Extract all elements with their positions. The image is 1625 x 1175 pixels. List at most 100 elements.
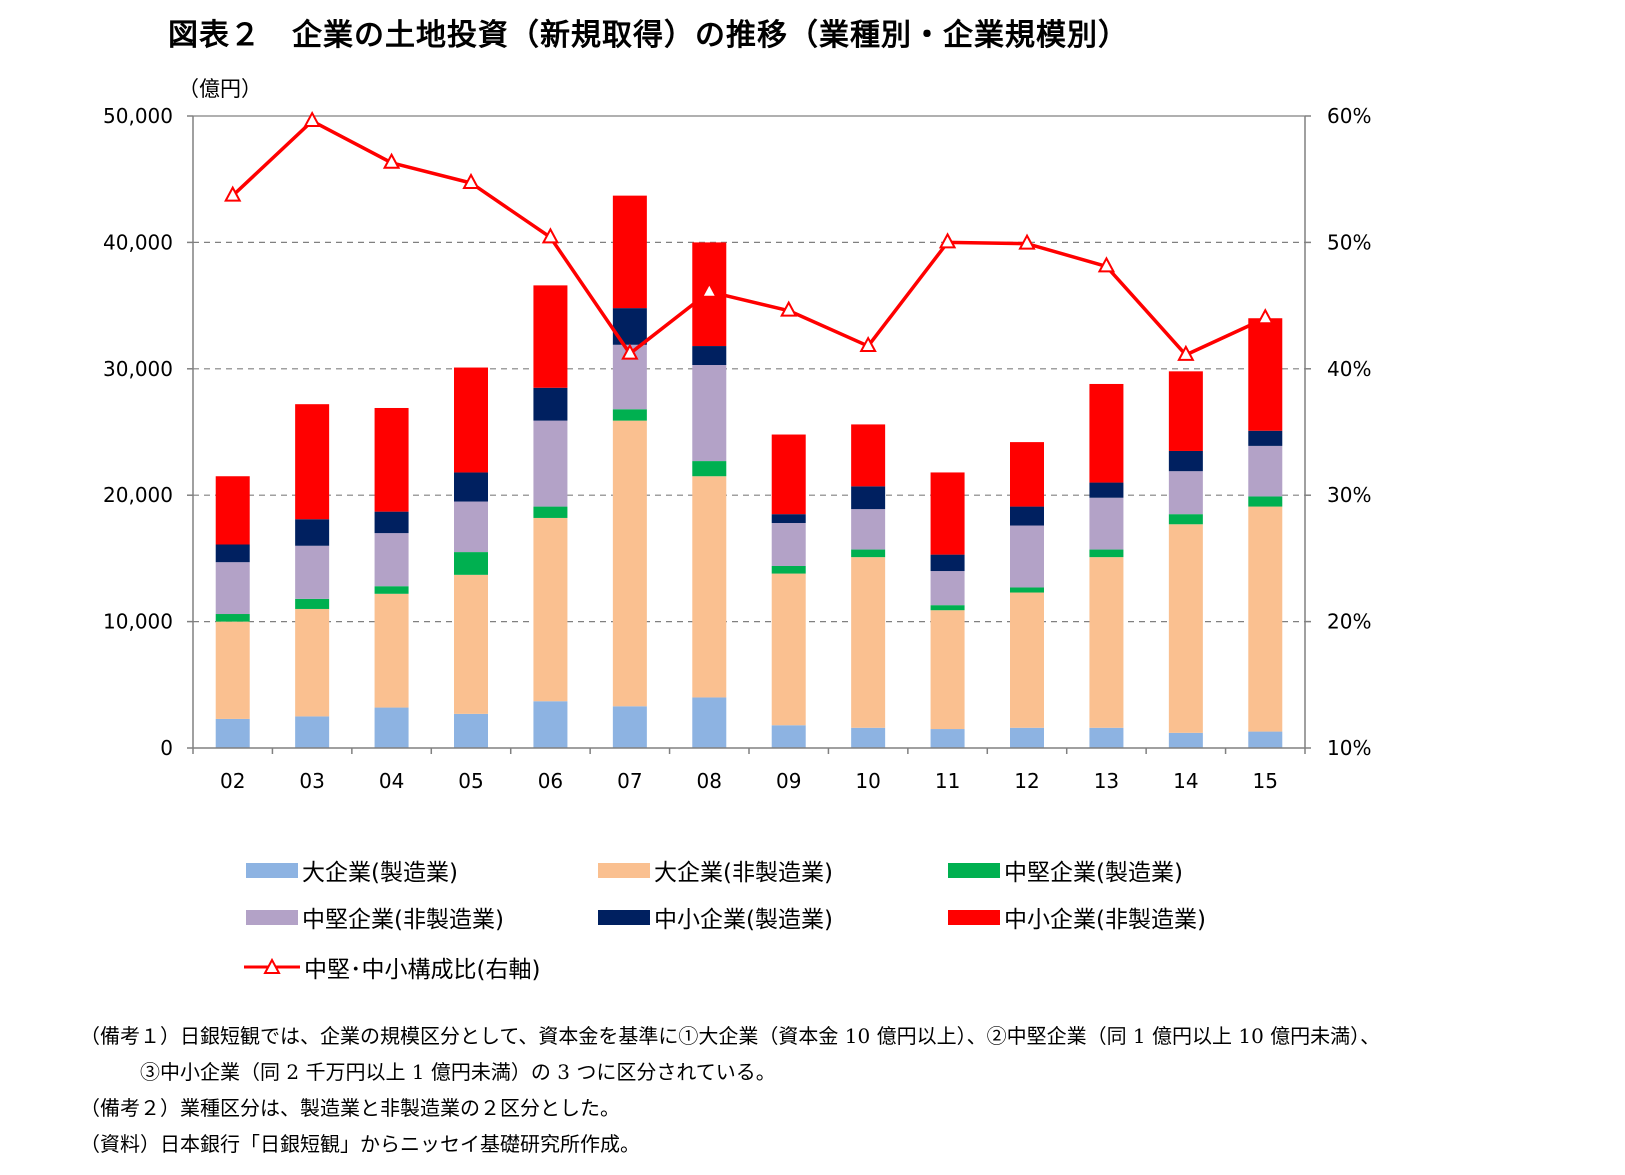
x-tick-label: 14 <box>1173 769 1198 793</box>
bar-segment <box>771 725 806 748</box>
bar-segment <box>374 533 409 587</box>
bar-segment <box>295 716 330 748</box>
bar-segment <box>771 565 806 574</box>
bar-segment <box>930 571 965 606</box>
y-right-tick-label: 10% <box>1327 736 1371 760</box>
bar-segment <box>533 517 568 702</box>
source-note: （資料）日本銀行「日銀短観」からニッセイ基礎研究所作成。 <box>80 1132 640 1156</box>
bar-segment <box>612 195 647 309</box>
bar-segment <box>295 598 330 609</box>
bar-segment <box>215 718 250 748</box>
bar-segment <box>851 557 886 728</box>
x-tick-label: 07 <box>617 769 642 793</box>
bar-segment <box>1248 318 1283 431</box>
bar-stacks <box>215 195 1283 748</box>
ratio-point-marker <box>224 185 242 202</box>
x-tick-label: 15 <box>1253 769 1278 793</box>
bar-segment <box>930 610 965 730</box>
bar-segment <box>215 614 250 622</box>
bar-segment <box>1248 496 1283 507</box>
y-left-tick-label: 50,000 <box>103 104 173 128</box>
bar-segment <box>1089 557 1124 728</box>
bar-segment <box>454 713 488 748</box>
bar-segment <box>295 519 330 546</box>
bar-segment <box>1010 506 1044 526</box>
x-tick-label: 13 <box>1094 769 1119 793</box>
bar-segment <box>612 420 647 707</box>
bar-segment <box>1168 371 1203 451</box>
bar-segment <box>1089 549 1124 558</box>
bar-segment <box>1010 587 1044 593</box>
bar-segment <box>1168 524 1203 733</box>
y-left-tick-label: 30,000 <box>103 357 173 381</box>
bar-segment <box>1248 430 1283 446</box>
y-right-tick-label: 60% <box>1327 104 1371 128</box>
y-left-tick-label: 0 <box>160 736 173 760</box>
bar-segment <box>215 621 250 719</box>
bar-segment <box>851 486 886 510</box>
x-tick-label: 02 <box>220 769 245 793</box>
bar-segment <box>215 562 250 615</box>
bar-segment <box>533 387 568 421</box>
ratio-point-marker <box>700 281 718 298</box>
bar-segment <box>692 476 727 698</box>
x-tick-label: 04 <box>379 769 404 793</box>
bar-segment <box>1168 732 1203 748</box>
x-tick-label: 03 <box>299 769 324 793</box>
bar-segment <box>1010 525 1044 588</box>
bar-segment <box>374 511 409 534</box>
ratio-point-marker <box>462 172 480 189</box>
x-tick-label: 12 <box>1014 769 1039 793</box>
bar-segment <box>1168 471 1203 515</box>
x-tick-label: 10 <box>855 769 880 793</box>
bar-segment <box>692 697 727 748</box>
bar-segment <box>1010 727 1044 748</box>
ratio-line <box>224 110 1274 361</box>
bar-segment <box>692 461 727 477</box>
ratio-line-path <box>231 119 1267 357</box>
note-2: （備考２）業種区分は、製造業と非製造業の２区分とした。 <box>80 1096 620 1120</box>
x-tick-label: 08 <box>697 769 722 793</box>
x-tick-label: 05 <box>458 769 483 793</box>
y-right-tick-label: 30% <box>1327 483 1371 507</box>
y-axis-unit-label: （億円） <box>178 77 262 101</box>
bar-segment <box>1168 514 1203 525</box>
ratio-point-marker <box>1018 233 1036 250</box>
bar-segment <box>930 554 965 572</box>
bar-segment <box>930 729 965 748</box>
bar-segment <box>1248 445 1283 497</box>
bar-segment <box>295 608 330 717</box>
bar-segment <box>1089 482 1124 498</box>
note-1: （備考１）日銀短観では、企業の規模区分として、資本金を基準に①大企業（資本金 1… <box>80 1024 1381 1048</box>
y-right-tick-label: 20% <box>1327 610 1371 634</box>
axes: 0 10,000 20,000 30,000 40,000 50,000 10% 20% 30%… <box>103 104 1371 793</box>
bar-segment <box>930 472 965 555</box>
gridlines <box>193 115 1305 623</box>
bar-segment <box>295 404 330 520</box>
ratio-point-marker <box>1097 256 1116 273</box>
ratio-point-marker <box>780 300 798 317</box>
bar-segment <box>215 476 250 545</box>
bar-segment <box>851 424 886 487</box>
bar-segment <box>533 285 568 388</box>
chart-plot: 0 10,000 20,000 30,000 40,000 50,000 10% 20% 30%… <box>103 104 1371 793</box>
ratio-point-marker <box>1256 308 1274 325</box>
bar-segment <box>295 545 330 599</box>
bar-segment <box>930 605 965 611</box>
y-right-tick-label: 50% <box>1327 230 1371 254</box>
bar-segment <box>454 472 488 502</box>
bar-segment <box>1010 592 1044 728</box>
bar-segment <box>1248 506 1283 732</box>
chart-title: 図表２ 企業の土地投資（新規取得）の推移（業種別・企業規模別） <box>168 18 1129 53</box>
bar-segment <box>454 501 488 553</box>
bar-segment <box>1248 731 1283 748</box>
note-1-continued: ③中小企業（同 2 千万円以上 1 億円未満）の 3 つに区分されている。 <box>140 1060 776 1084</box>
bar-segment <box>1089 727 1124 748</box>
y-left-tick-label: 40,000 <box>103 230 173 254</box>
bar-segment <box>533 506 568 518</box>
bar-segment <box>374 586 409 594</box>
notes: （備考１）日銀短観では、企業の規模区分として、資本金を基準に①大企業（資本金 1… <box>80 1018 1380 1162</box>
bar-segment <box>454 552 488 575</box>
bar-segment <box>771 573 806 726</box>
x-tick-label: 09 <box>776 769 801 793</box>
